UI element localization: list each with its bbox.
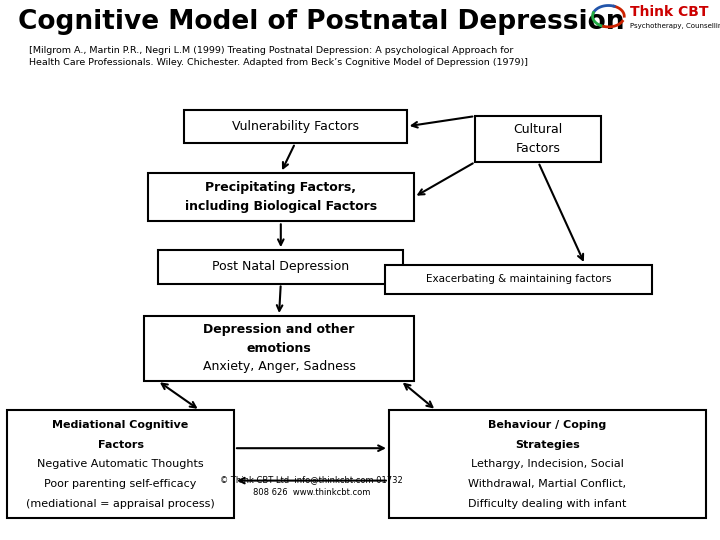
Text: Lethargy, Indecision, Social: Lethargy, Indecision, Social <box>471 460 624 469</box>
FancyBboxPatch shape <box>389 410 706 518</box>
Text: Psychotherapy, Counselling & Coaching: Psychotherapy, Counselling & Coaching <box>630 23 720 29</box>
Text: (mediational = appraisal process): (mediational = appraisal process) <box>26 498 215 509</box>
Text: Cultural: Cultural <box>513 123 563 137</box>
Text: Depression and other: Depression and other <box>203 323 355 336</box>
Text: Factors: Factors <box>98 440 143 450</box>
Text: Behaviour / Coping: Behaviour / Coping <box>488 420 606 430</box>
Text: Vulnerability Factors: Vulnerability Factors <box>232 120 359 133</box>
Text: Difficulty dealing with infant: Difficulty dealing with infant <box>468 498 626 509</box>
FancyBboxPatch shape <box>184 110 407 143</box>
Text: Post Natal Depression: Post Natal Depression <box>212 260 349 273</box>
FancyBboxPatch shape <box>385 265 652 294</box>
Text: [Milgrom A., Martin P.R., Negri L.M (1999) Treating Postnatal Depression: A psyc: [Milgrom A., Martin P.R., Negri L.M (199… <box>29 46 528 68</box>
FancyBboxPatch shape <box>158 250 403 284</box>
Text: Cognitive Model of Postnatal Depression: Cognitive Model of Postnatal Depression <box>18 9 624 35</box>
Text: Poor parenting self-efficacy: Poor parenting self-efficacy <box>45 479 197 489</box>
Text: Exacerbating & maintaining factors: Exacerbating & maintaining factors <box>426 274 611 285</box>
Text: Think CBT: Think CBT <box>630 5 708 19</box>
Text: including Biological Factors: including Biological Factors <box>185 200 377 213</box>
Text: Precipitating Factors,: Precipitating Factors, <box>205 181 356 194</box>
Text: Anxiety, Anger, Sadness: Anxiety, Anger, Sadness <box>202 360 356 373</box>
FancyBboxPatch shape <box>148 173 414 221</box>
Text: © Think CBT Ltd  info@thinkcbt.com 01732
808 626  www.thinkcbt.com: © Think CBT Ltd info@thinkcbt.com 01732 … <box>220 475 402 497</box>
FancyBboxPatch shape <box>475 116 601 162</box>
FancyBboxPatch shape <box>144 316 414 381</box>
Text: Factors: Factors <box>516 141 561 155</box>
Text: emotions: emotions <box>247 342 311 355</box>
FancyBboxPatch shape <box>7 410 234 518</box>
Text: Mediational Cognitive: Mediational Cognitive <box>53 420 189 430</box>
Text: Strategies: Strategies <box>515 440 580 450</box>
Text: Withdrawal, Martial Conflict,: Withdrawal, Martial Conflict, <box>468 479 626 489</box>
Text: Negative Automatic Thoughts: Negative Automatic Thoughts <box>37 460 204 469</box>
